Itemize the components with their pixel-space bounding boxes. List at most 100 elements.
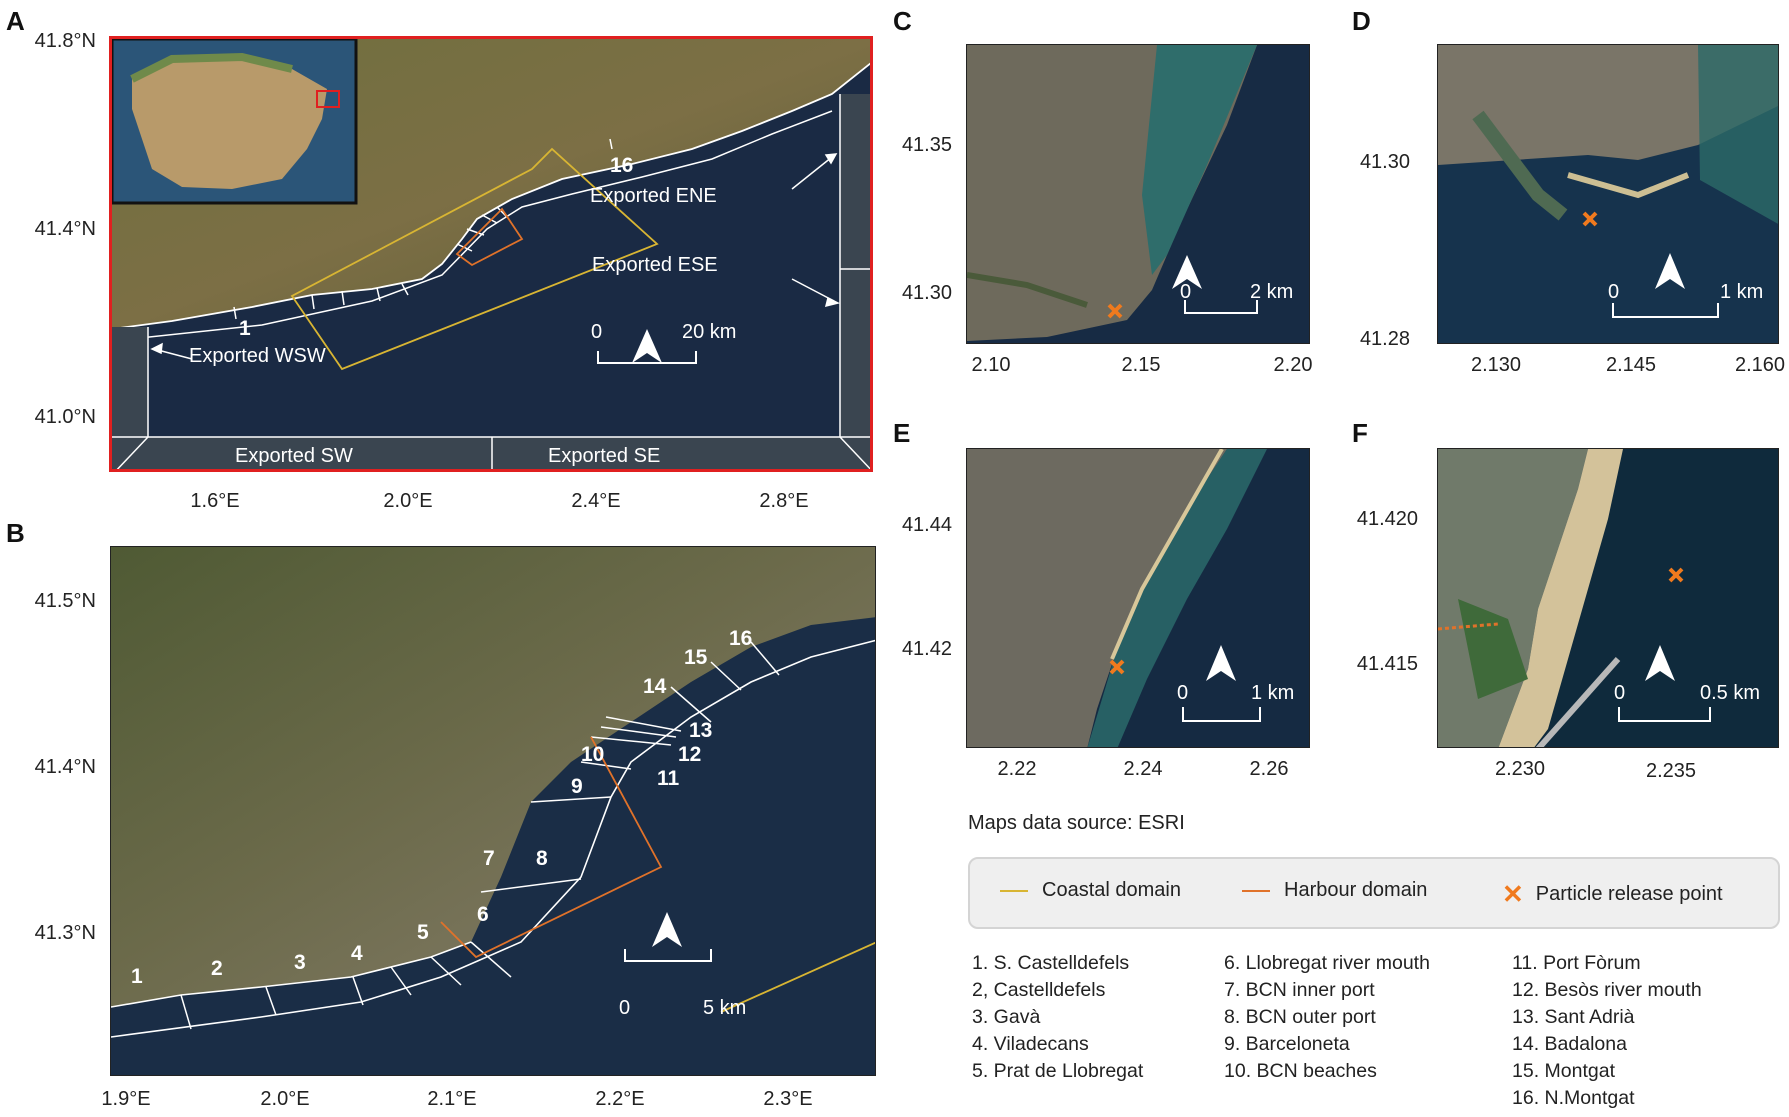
list-item: 11. Port Fòrum [1512, 952, 1641, 974]
legend-coastal-label: Coastal domain [1042, 879, 1181, 901]
d-ytick-2: 41.28 [1359, 328, 1410, 350]
a-segment-1-label: 1 [239, 317, 251, 340]
a-segment-16-label: 16 [610, 154, 634, 177]
c-xtick-2: 2.15 [1121, 354, 1161, 376]
panel-label-a: A [6, 6, 25, 36]
b-scale-zero: 0 [619, 997, 631, 1019]
e-ytick-2: 41.42 [901, 638, 952, 660]
list-item: 1. S. Castelldefels [972, 952, 1130, 974]
b-segment-14: 14 [643, 675, 667, 698]
panel-c-map: 0 2 km [966, 44, 1310, 344]
a-xtick-1: 1.6°E [190, 490, 240, 512]
list-item: 5. Prat de Llobregat [972, 1060, 1144, 1082]
c-scale-zero: 0 [1180, 281, 1192, 303]
legend-release-label: Particle release point [1535, 883, 1723, 905]
panel-label-d: D [1352, 6, 1371, 36]
data-source-note: Maps data source: ESRI [968, 812, 1185, 834]
b-segment-11: 11 [657, 767, 680, 790]
legend-coastal: Coastal domain [1000, 879, 1181, 902]
c-xtick-3: 2.20 [1273, 354, 1313, 376]
panel-a-map-graphic [112, 39, 870, 469]
c-xtick-1: 2.10 [971, 354, 1011, 376]
panel-c-map-graphic [967, 45, 1309, 343]
d-xtick-3: 2.160 [1734, 354, 1786, 376]
d-scale-end: 1 km [1720, 281, 1764, 303]
b-segment-3: 3 [294, 951, 306, 974]
e-scale-zero: 0 [1177, 682, 1189, 704]
a-ytick-3: 41.0°N [34, 406, 96, 428]
d-xtick-1: 2.130 [1470, 354, 1522, 376]
f-ytick-1: 41.420 [1356, 508, 1418, 530]
a-exported-se-label: Exported SE [548, 445, 661, 467]
legend-harbour-swatch [1242, 889, 1270, 892]
list-item: 4. Viladecans [972, 1033, 1089, 1055]
panel-label-b: B [6, 518, 25, 548]
b-segment-9: 9 [571, 775, 583, 798]
panel-f-map-graphic [1438, 449, 1778, 747]
release-point-icon: ✕ [1502, 879, 1524, 909]
list-item: 16. N.Montgat [1512, 1087, 1635, 1109]
list-item: 6. Llobregat river mouth [1224, 952, 1430, 974]
panel-d-map-graphic [1438, 45, 1778, 343]
legend-coastal-swatch [1000, 889, 1028, 892]
b-scale-end: 5 km [703, 997, 747, 1019]
b-segment-13: 13 [689, 719, 713, 742]
a-xtick-2: 2.0°E [383, 490, 433, 512]
a-xtick-3: 2.4°E [571, 490, 621, 512]
b-xtick-3: 2.1°E [427, 1088, 477, 1110]
b-ytick-1: 41.5°N [34, 590, 96, 612]
b-segment-2: 2 [211, 957, 223, 980]
d-xtick-2: 2.145 [1605, 354, 1657, 376]
b-segment-4: 4 [351, 942, 363, 965]
e-xtick-2: 2.24 [1123, 758, 1163, 780]
list-item: 7. BCN inner port [1224, 979, 1375, 1001]
b-segment-10: 10 [581, 743, 605, 766]
list-item: 15. Montgat [1512, 1060, 1615, 1082]
f-xtick-1: 2.230 [1494, 758, 1546, 780]
b-segment-8: 8 [536, 847, 548, 870]
list-item: 8. BCN outer port [1224, 1006, 1376, 1028]
panel-label-f: F [1352, 418, 1368, 448]
e-ytick-1: 41.44 [901, 514, 952, 536]
panel-a-map: 1 16 Exported WSW Exported ENE Exported … [109, 36, 873, 472]
segment-list-col-1: 1. S. Castelldefels 2, Castelldefels 3. … [972, 950, 1143, 1085]
b-ytick-2: 41.4°N [34, 756, 96, 778]
b-xtick-4: 2.2°E [595, 1088, 645, 1110]
d-scale-zero: 0 [1608, 281, 1620, 303]
panel-label-c: C [893, 6, 912, 36]
b-ytick-3: 41.3°N [34, 922, 96, 944]
b-segment-7: 7 [483, 847, 495, 870]
b-segment-1: 1 [131, 965, 143, 988]
b-xtick-2: 2.0°E [260, 1088, 310, 1110]
list-item: 14. Badalona [1512, 1033, 1627, 1055]
e-scale-end: 1 km [1251, 682, 1295, 704]
list-item: 13. Sant Adrià [1512, 1006, 1635, 1028]
a-xtick-4: 2.8°E [759, 490, 809, 512]
b-segment-16: 16 [729, 627, 753, 650]
c-ytick-2: 41.30 [901, 282, 952, 304]
a-exported-ese-label: Exported ESE [592, 254, 718, 276]
list-item: 10. BCN beaches [1224, 1060, 1377, 1082]
e-xtick-3: 2.26 [1249, 758, 1289, 780]
panel-e-map-graphic [967, 449, 1309, 747]
panel-label-e: E [893, 418, 911, 448]
panel-b-map-graphic [111, 547, 875, 1075]
b-segment-6: 6 [477, 903, 489, 926]
a-ytick-1: 41.8°N [34, 30, 96, 52]
list-item: 2, Castelldefels [972, 979, 1106, 1001]
c-ytick-1: 41.35 [901, 134, 952, 156]
a-exported-sw-label: Exported SW [235, 445, 353, 467]
legend-release: ✕ Particle release point [1502, 879, 1723, 910]
list-item: 3. Gavà [972, 1006, 1041, 1028]
f-scale-zero: 0 [1614, 682, 1626, 704]
b-xtick-5: 2.3°E [763, 1088, 813, 1110]
f-xtick-2: 2.235 [1645, 760, 1697, 782]
a-exported-wsw-label: Exported WSW [189, 345, 326, 367]
f-ytick-2: 41.415 [1356, 653, 1418, 675]
legend-harbour-label: Harbour domain [1284, 879, 1428, 901]
list-item: 12. Besòs river mouth [1512, 979, 1702, 1001]
segment-list-col-2: 6. Llobregat river mouth 7. BCN inner po… [1224, 950, 1430, 1085]
f-scale-end: 0.5 km [1700, 682, 1761, 704]
panel-f-map: 0 0.5 km [1437, 448, 1779, 748]
segment-list-col-3: 11. Port Fòrum 12. Besòs river mouth 13.… [1512, 950, 1702, 1112]
